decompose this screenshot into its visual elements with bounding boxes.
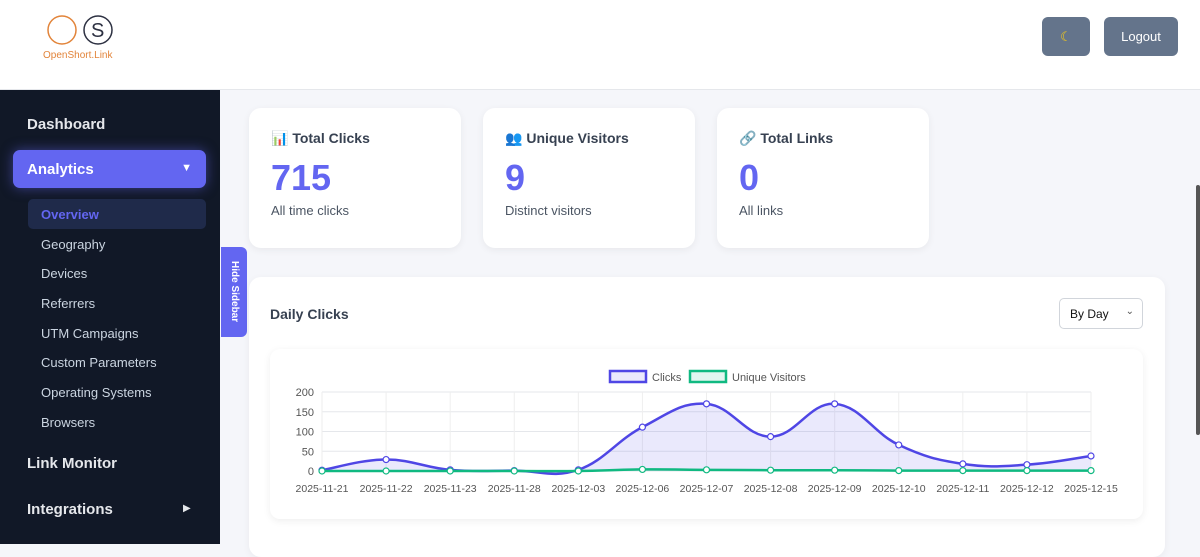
data-point: [1087, 452, 1095, 460]
data-point: [831, 466, 839, 474]
sidebar-subitem-custom-params[interactable]: Custom Parameters: [41, 355, 157, 370]
data-point: [446, 467, 454, 475]
data-point: [895, 467, 903, 475]
card-title: Unique Visitors: [526, 130, 629, 146]
logout-button[interactable]: Logout: [1104, 17, 1178, 56]
caret-down-icon: ▼: [181, 162, 192, 174]
y-tick-label: 200: [296, 387, 314, 399]
sidebar-item-dashboard[interactable]: Dashboard: [27, 116, 106, 133]
data-point: [510, 467, 518, 475]
bar-chart-icon: 📊: [271, 130, 289, 146]
card-value: 9: [505, 157, 526, 198]
data-point: [831, 400, 839, 408]
group-by-select[interactable]: By Day ⌄: [1059, 298, 1143, 329]
sidebar-item-link-monitor[interactable]: Link Monitor: [27, 455, 117, 472]
series-area: [322, 403, 1091, 474]
sidebar-item-integrations[interactable]: Integrations: [27, 501, 113, 518]
sidebar-subitem-utm[interactable]: UTM Campaigns: [41, 326, 139, 341]
data-point: [895, 441, 903, 449]
x-tick-label: 2025-12-06: [616, 483, 670, 495]
data-point: [1087, 467, 1095, 475]
x-tick-label: 2025-11-22: [360, 483, 413, 495]
chart-container: 0 50 100 150 200 2025-11-21 2025-11-22 2025-11-…: [270, 349, 1143, 519]
select-value: By Day: [1070, 307, 1109, 321]
data-point: [766, 466, 775, 474]
logo-text: OpenShort.Link: [43, 50, 113, 61]
hide-sidebar-button[interactable]: Hide Sidebar: [221, 247, 247, 337]
x-tick-label: 2025-12-08: [744, 483, 798, 495]
daily-clicks-panel: Daily Clicks By Day ⌄ 0 50 100 150 200 2025-11…: [249, 277, 1165, 557]
data-point: [766, 433, 775, 441]
sidebar-subitem-browsers[interactable]: Browsers: [41, 415, 96, 430]
card-value: 715: [271, 157, 332, 198]
sidebar-subitem-overview[interactable]: Overview: [28, 199, 206, 229]
data-point: [638, 465, 647, 474]
sidebar-subitem-referrers[interactable]: Referrers: [41, 296, 96, 311]
x-tick-label: 2025-12-11: [936, 483, 989, 495]
theme-toggle-button[interactable]: ☾: [1042, 17, 1090, 56]
x-tick-label: 2025-11-23: [424, 483, 477, 495]
x-tick-label: 2025-12-03: [551, 483, 605, 495]
y-tick-label: 100: [296, 427, 314, 439]
card-desc: Distinct visitors: [505, 203, 592, 218]
x-tick-label: 2025-12-07: [680, 483, 734, 495]
sidebar-subitem-os[interactable]: Operating Systems: [41, 385, 152, 400]
x-tick-label: 2025-12-15: [1064, 483, 1118, 495]
data-point: [702, 466, 711, 474]
x-tick-label: 2025-11-28: [488, 483, 541, 495]
data-point: [959, 467, 967, 475]
scrollbar[interactable]: [1196, 185, 1200, 435]
card-total-clicks: 📊 Total Clicks 715 All time clicks: [249, 108, 461, 248]
moon-icon: ☾: [1060, 28, 1072, 44]
data-point: [318, 467, 326, 475]
card-value: 0: [739, 157, 760, 198]
caret-right-icon: ▶: [183, 503, 191, 514]
legend-swatch: [688, 369, 728, 384]
data-point: [382, 455, 390, 464]
legend-label: Unique Visitors: [732, 372, 806, 384]
link-icon: 🔗: [739, 130, 757, 146]
card-total-links: 🔗 Total Links 0 All links: [717, 108, 929, 248]
data-point: [382, 467, 390, 475]
panel-title: Daily Clicks: [270, 306, 349, 322]
x-tick-label: 2025-12-12: [1000, 483, 1054, 495]
data-point: [702, 400, 711, 408]
x-tick-label: 2025-11-21: [296, 483, 349, 495]
sidebar-subitem-geography[interactable]: Geography: [41, 237, 106, 252]
data-point: [1023, 467, 1031, 475]
header: S OpenShort.Link ☾ Logout: [0, 0, 1200, 90]
y-tick-label: 0: [308, 466, 314, 478]
sidebar-subitem-devices[interactable]: Devices: [41, 266, 88, 281]
daily-clicks-chart: 0 50 100 150 200 2025-11-21 2025-11-22 2025-11-…: [296, 369, 1118, 495]
chevron-down-icon: ⌄: [1125, 306, 1134, 317]
data-point: [1023, 461, 1031, 469]
legend-swatch: [608, 369, 648, 384]
data-point: [574, 467, 582, 475]
analytics-label: Analytics: [27, 161, 94, 178]
card-desc: All links: [739, 203, 784, 218]
card-unique-visitors: 👥 Unique Visitors 9 Distinct visitors: [483, 108, 695, 248]
y-tick-label: 150: [296, 407, 314, 419]
logo: S: [47, 15, 113, 45]
data-point: [638, 423, 647, 431]
card-title: Total Links: [760, 130, 834, 146]
y-tick-label: 50: [302, 446, 314, 458]
x-tick-label: 2025-12-10: [872, 483, 926, 495]
legend-label: Clicks: [652, 372, 682, 384]
sidebar-item-analytics[interactable]: Analytics ▼: [13, 150, 206, 188]
users-icon: 👥: [505, 130, 523, 146]
data-point: [959, 460, 967, 468]
svg-text:S: S: [91, 20, 104, 42]
card-title: Total Clicks: [292, 130, 370, 146]
card-desc: All time clicks: [271, 203, 350, 218]
x-tick-label: 2025-12-09: [808, 483, 862, 495]
